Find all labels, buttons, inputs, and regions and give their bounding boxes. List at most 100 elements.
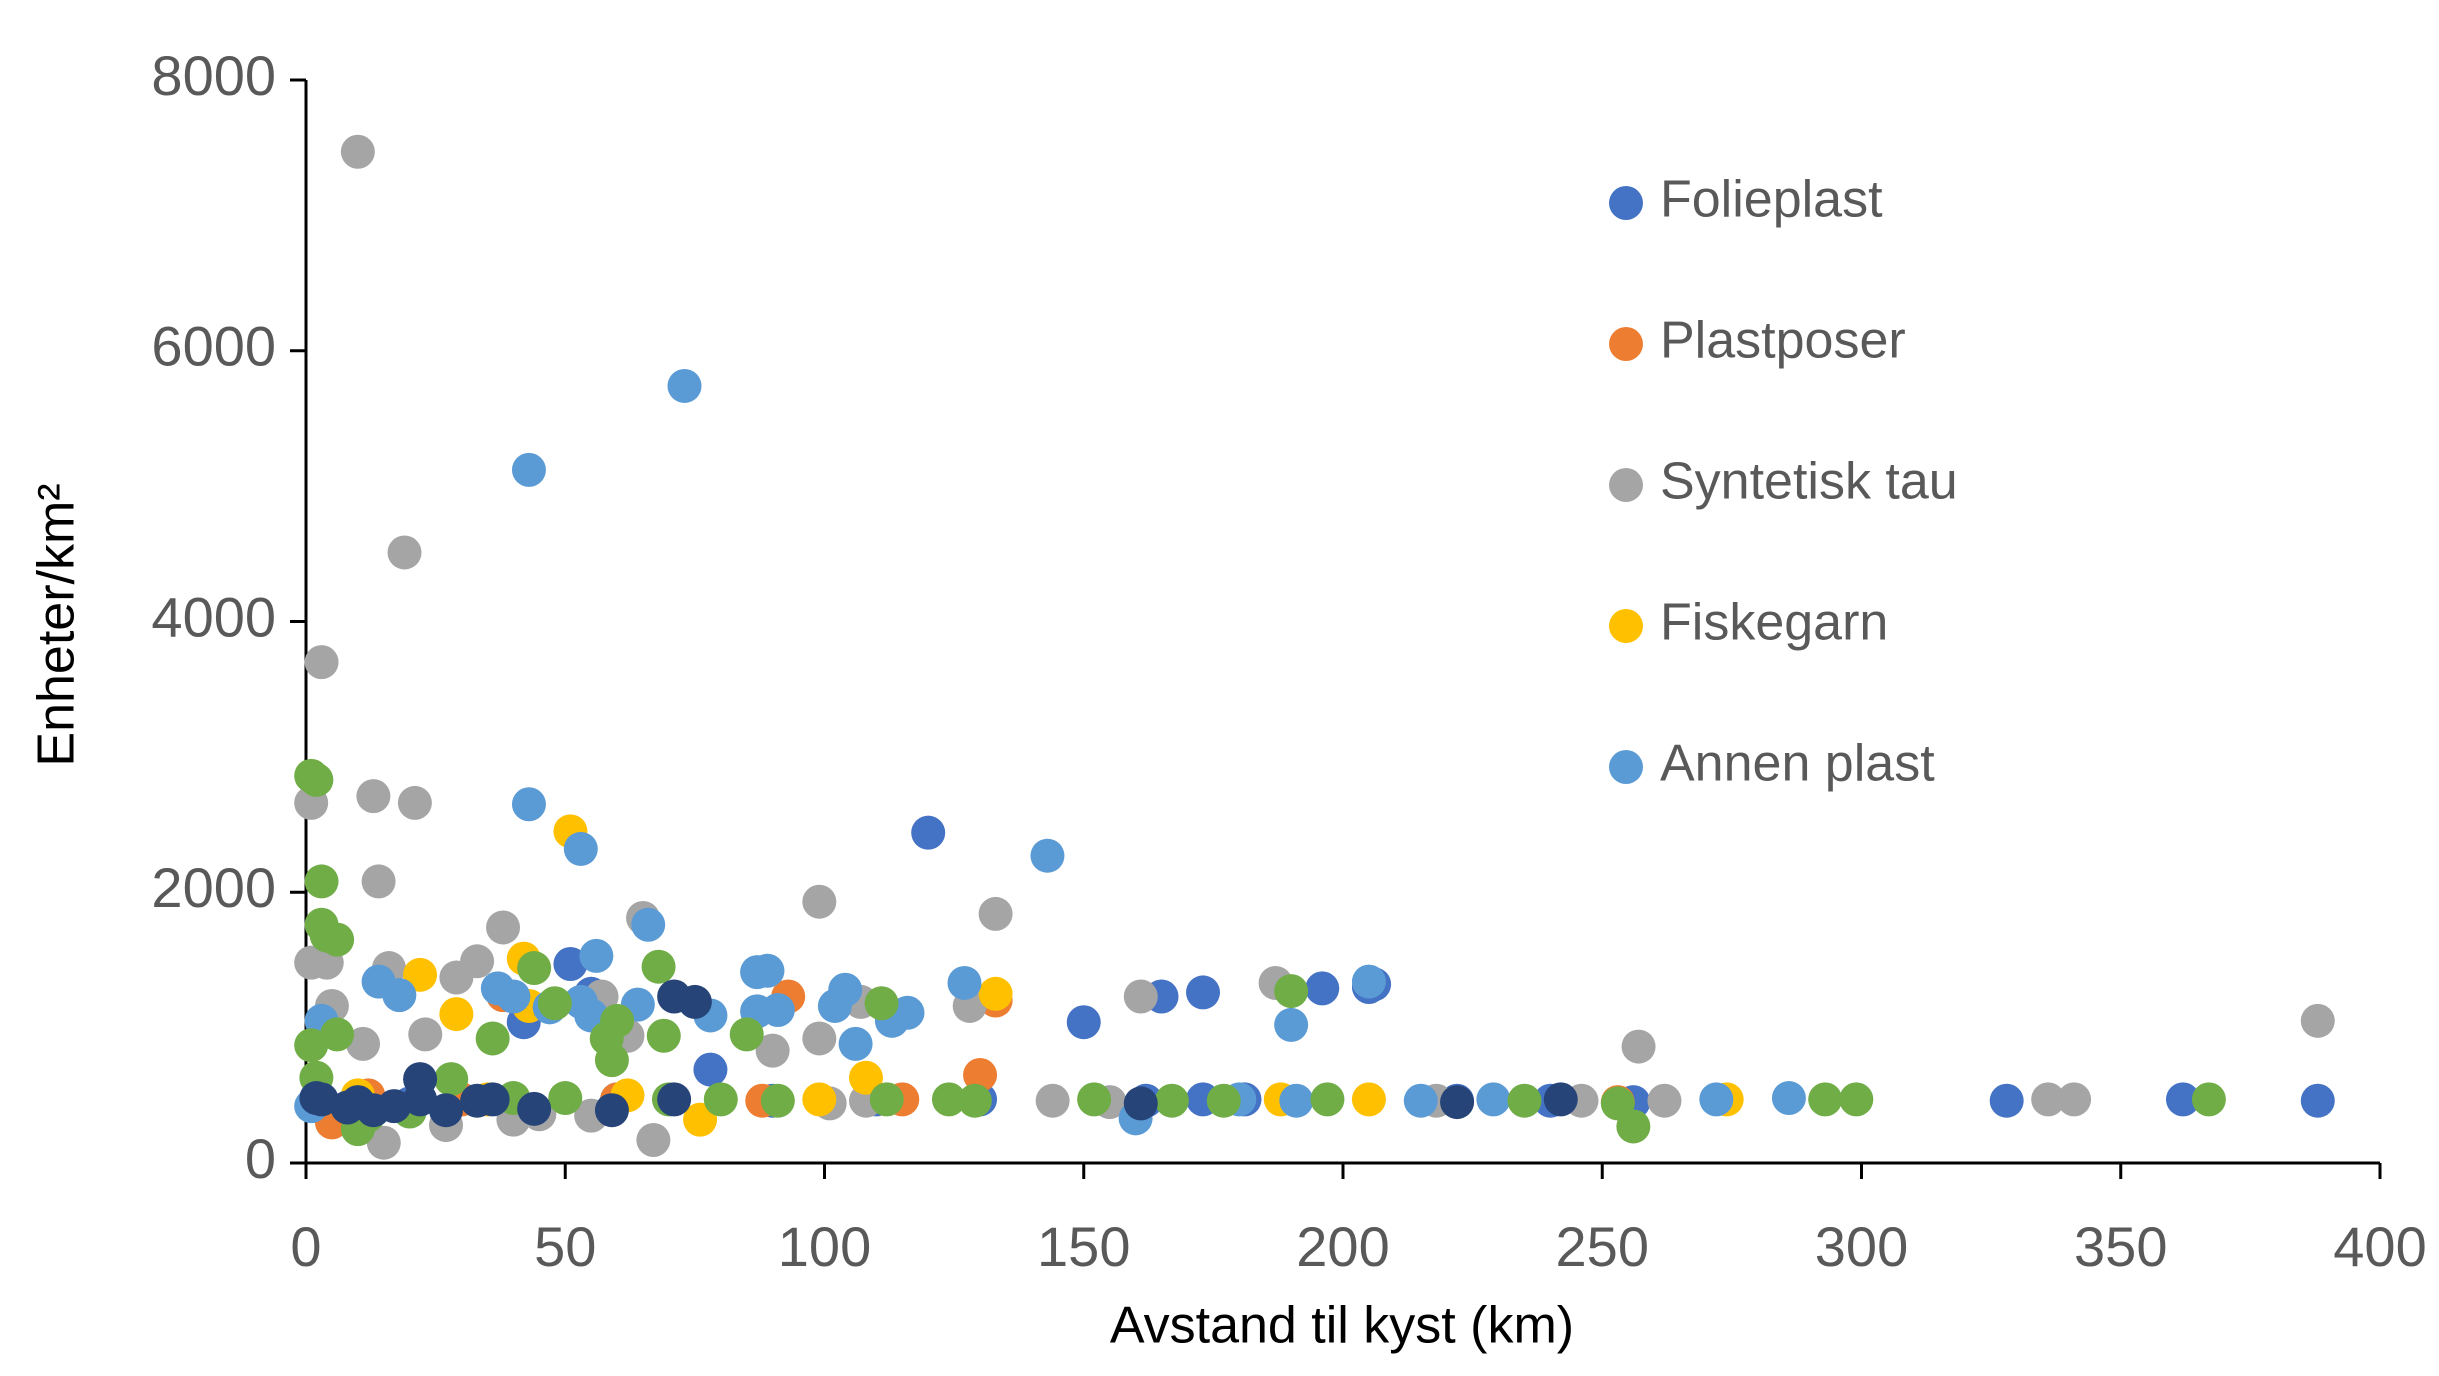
point xyxy=(641,949,676,984)
point xyxy=(600,1003,635,1038)
x-tick-label: 150 xyxy=(1037,1215,1130,1278)
point xyxy=(963,1058,998,1093)
point xyxy=(1186,975,1221,1010)
point xyxy=(802,1021,837,1056)
point xyxy=(750,953,785,988)
x-axis-title: Avstand til kyst (km) xyxy=(1110,1297,1574,1355)
point xyxy=(931,1082,966,1117)
point xyxy=(646,1018,681,1053)
point xyxy=(1771,1081,1806,1116)
point xyxy=(304,645,339,680)
point xyxy=(1030,838,1065,873)
legend-marker xyxy=(1609,327,1643,361)
point xyxy=(2191,1082,2226,1117)
point xyxy=(677,984,712,1019)
point xyxy=(703,1082,738,1117)
legend-label: Fiskegarn xyxy=(1660,594,1888,652)
x-tick-label: 50 xyxy=(534,1215,596,1278)
point xyxy=(729,1017,764,1052)
point xyxy=(1310,1082,1345,1117)
point xyxy=(1123,1086,1158,1121)
point xyxy=(594,1093,629,1128)
point xyxy=(802,884,837,919)
legend-label: Plastposer xyxy=(1660,312,1906,370)
point xyxy=(320,1017,355,1052)
point xyxy=(428,1093,463,1128)
x-tick-label: 350 xyxy=(2074,1215,2167,1278)
point xyxy=(511,452,546,487)
point xyxy=(361,864,396,899)
point xyxy=(1351,964,1386,999)
point xyxy=(864,986,899,1021)
point xyxy=(299,1081,334,1116)
point xyxy=(667,368,702,403)
y-tick-label: 6000 xyxy=(151,315,276,378)
point xyxy=(1035,1083,1070,1118)
point xyxy=(1600,1086,1635,1121)
point xyxy=(377,1089,412,1124)
y-tick-label: 2000 xyxy=(151,856,276,919)
x-tick-label: 200 xyxy=(1296,1215,1389,1278)
point xyxy=(2031,1082,2066,1117)
point xyxy=(890,995,925,1030)
point xyxy=(1989,1083,2024,1118)
point xyxy=(1123,979,1158,1014)
legend-marker xyxy=(1609,468,1643,502)
point xyxy=(537,986,572,1021)
point xyxy=(683,1102,718,1137)
point xyxy=(356,779,391,814)
y-tick-label: 8000 xyxy=(151,44,276,107)
point xyxy=(1077,1082,1112,1117)
point xyxy=(1305,971,1340,1006)
point xyxy=(802,1082,837,1117)
point xyxy=(434,1062,469,1097)
point xyxy=(387,535,422,570)
point xyxy=(869,1082,904,1117)
point xyxy=(346,1026,381,1061)
point xyxy=(553,946,588,981)
point xyxy=(957,1083,992,1118)
point xyxy=(511,787,546,822)
point xyxy=(579,938,614,973)
point xyxy=(1274,1007,1309,1042)
point xyxy=(1507,1083,1542,1118)
point xyxy=(330,1090,365,1125)
point xyxy=(1403,1083,1438,1118)
point xyxy=(475,1082,510,1117)
point xyxy=(517,1091,552,1126)
point xyxy=(978,896,1013,931)
point xyxy=(636,1122,671,1157)
point xyxy=(361,964,396,999)
point xyxy=(693,1052,728,1087)
point xyxy=(299,762,334,797)
y-tick-label: 4000 xyxy=(151,585,276,648)
point xyxy=(838,1026,873,1061)
point xyxy=(517,951,552,986)
point xyxy=(340,134,375,169)
point xyxy=(817,988,852,1023)
y-axis-title: Enheter/km² xyxy=(28,483,86,766)
point xyxy=(2300,1083,2335,1118)
x-tick-label: 0 xyxy=(290,1215,321,1278)
point xyxy=(657,1082,692,1117)
point xyxy=(1476,1082,1511,1117)
point xyxy=(548,1081,583,1116)
legend-label: Syntetisk tau xyxy=(1660,453,1958,511)
point xyxy=(408,1017,443,1052)
point xyxy=(563,831,598,866)
point xyxy=(1066,1005,1101,1040)
point xyxy=(631,907,666,942)
point xyxy=(1543,1082,1578,1117)
point xyxy=(1279,1083,1314,1118)
point xyxy=(2165,1082,2200,1117)
point xyxy=(439,997,474,1032)
point xyxy=(978,976,1013,1011)
point xyxy=(1206,1083,1241,1118)
point xyxy=(475,1021,510,1056)
legend-marker xyxy=(1609,186,1643,220)
point xyxy=(848,1060,883,1095)
legend-label: Annen plast xyxy=(1660,735,1935,793)
point xyxy=(760,993,795,1028)
point xyxy=(366,1125,401,1160)
